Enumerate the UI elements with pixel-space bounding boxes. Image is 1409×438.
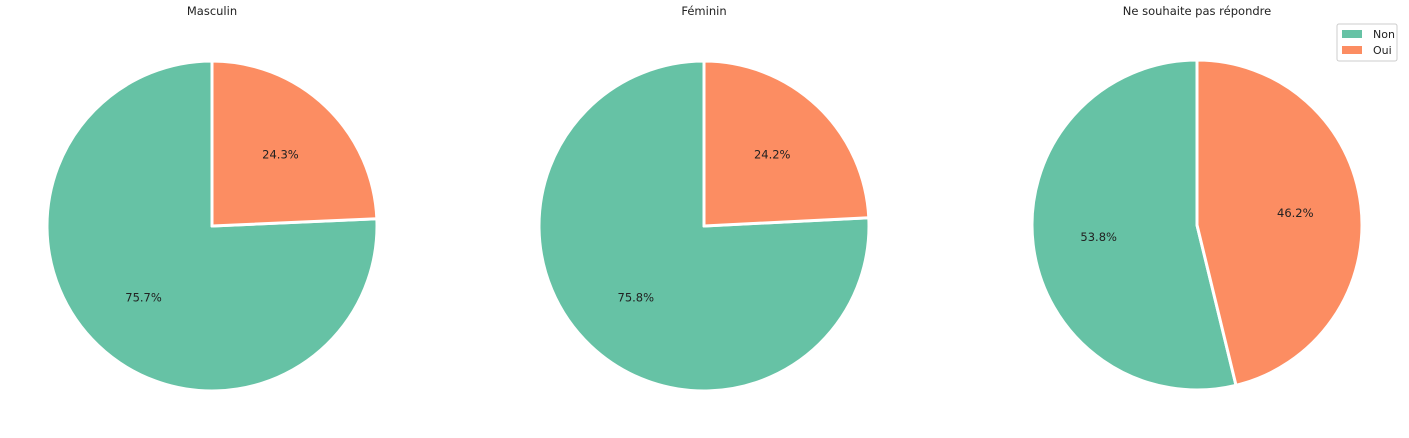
pies-group: Masculin 75.7% 24.3% Féminin 75.8% 24.2% Ne so… <box>45 4 1364 393</box>
legend-swatch-non <box>1342 30 1362 38</box>
pie-value-label: 24.3% <box>262 147 299 161</box>
pie-value-label: 53.8% <box>1080 230 1117 244</box>
legend-swatch-oui <box>1342 46 1362 54</box>
pie-slice-oui <box>210 59 379 228</box>
legend-label-non: Non <box>1373 28 1395 41</box>
pie-value-label: 75.7% <box>125 291 162 305</box>
pie-2: Féminin 75.8% 24.2% <box>537 4 871 393</box>
pie-slice-non <box>537 59 871 393</box>
pie-slice-non <box>1030 58 1238 392</box>
pie-slice-non <box>45 59 379 393</box>
pie-slice-oui <box>702 59 871 228</box>
legend-label-oui: Oui <box>1373 44 1392 57</box>
pie-value-label: 75.8% <box>618 291 655 305</box>
pie-title: Ne souhaite pas répondre <box>1123 4 1271 18</box>
pie-slice-oui <box>1195 58 1364 387</box>
pie-1: Masculin 75.7% 24.3% <box>45 4 379 393</box>
legend: Non Oui <box>1336 23 1398 62</box>
pie-value-label: 46.2% <box>1277 206 1314 220</box>
pie-title: Féminin <box>681 4 726 18</box>
pie-3: Ne souhaite pas répondre 53.8% 46.2% <box>1030 4 1364 392</box>
pie-title: Masculin <box>187 4 237 18</box>
pie-value-label: 24.2% <box>754 147 791 161</box>
